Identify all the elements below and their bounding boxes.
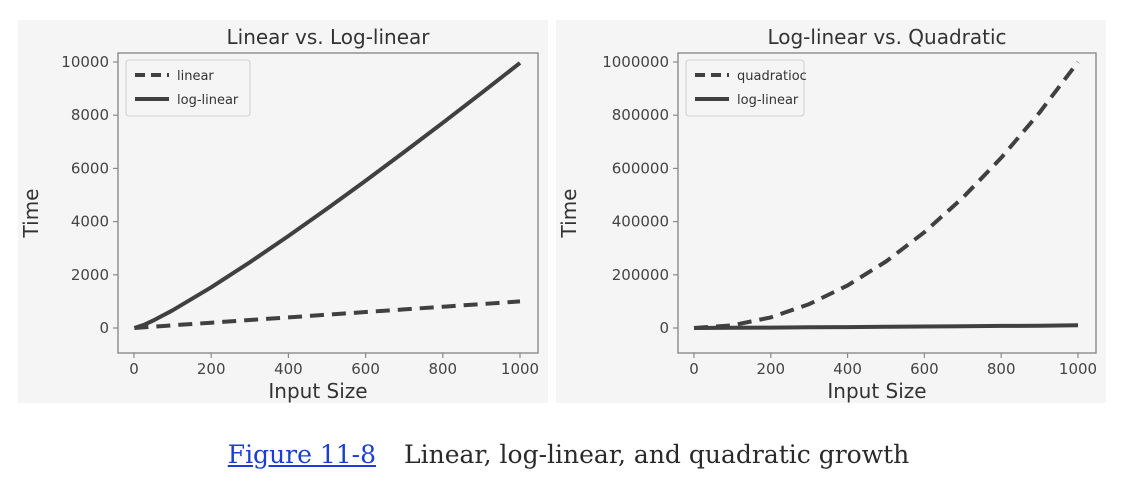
legend-label: linear xyxy=(177,69,214,84)
x-tick-label: 600 xyxy=(351,360,380,378)
x-tick-label: 1000 xyxy=(1059,360,1097,378)
series-line-linear xyxy=(134,299,521,330)
series-line-log-linear xyxy=(694,323,1079,330)
x-tick-label: 800 xyxy=(428,360,457,378)
plot-frame xyxy=(117,52,539,354)
y-tick-label: 200000 xyxy=(612,266,669,284)
x-tick-label: 1000 xyxy=(501,360,539,378)
caption-text: Linear, log-linear, and quadratic growth xyxy=(404,440,910,469)
x-tick-label: 600 xyxy=(910,360,939,378)
x-tick-label: 400 xyxy=(274,360,303,378)
legend-label: log-linear xyxy=(177,93,239,108)
x-tick-label: 200 xyxy=(756,360,785,378)
x-axis-label: Input Size xyxy=(827,379,926,403)
chart-panel-linear-vs-loglinear: Linear vs. Log-linear 0 200 400 600 800 1000 0 2… xyxy=(18,20,548,403)
x-tick-label: 400 xyxy=(833,360,862,378)
plot-frame xyxy=(677,52,1097,354)
x-tick-label: 0 xyxy=(689,360,699,378)
y-tick-label: 0 xyxy=(99,319,109,337)
y-tick-label: 8000 xyxy=(71,106,109,124)
x-axis-label: Input Size xyxy=(268,379,367,403)
y-tick-label: 10000 xyxy=(61,53,109,71)
y-tick-label: 4000 xyxy=(71,213,109,231)
series-line-log-linear xyxy=(133,61,522,330)
chart-title: Linear vs. Log-linear xyxy=(227,25,431,49)
x-tick-label: 200 xyxy=(197,360,226,378)
y-tick-label: 600000 xyxy=(612,159,669,177)
y-axis-label: Time xyxy=(19,189,43,239)
series-line-quadratioc xyxy=(693,60,1080,330)
y-tick-label: 2000 xyxy=(71,266,109,284)
y-tick-label: 400000 xyxy=(612,213,669,231)
y-tick-label: 800000 xyxy=(612,106,669,124)
y-axis-label: Time xyxy=(557,189,581,239)
x-tick-label: 0 xyxy=(129,360,139,378)
chart-loglinear-vs-quadratic: Log-linear vs. Quadratic 0 200 400 600 800 100… xyxy=(557,25,1097,403)
figure-caption: Figure 11-8 Linear, log-linear, and quadr… xyxy=(0,440,1137,469)
legend-label: log-linear xyxy=(737,93,799,108)
chart-legend: quadratioc log-linear xyxy=(685,59,807,117)
y-tick-label: 1000000 xyxy=(602,53,669,71)
y-tick-label: 0 xyxy=(659,319,669,337)
figure-link[interactable]: Figure 11-8 xyxy=(227,440,377,469)
chart-title: Log-linear vs. Quadratic xyxy=(767,25,1006,49)
y-tick-label: 6000 xyxy=(71,159,109,177)
chart-legend: linear log-linear xyxy=(125,59,251,117)
x-tick-label: 800 xyxy=(987,360,1016,378)
legend-label: quadratioc xyxy=(737,69,807,84)
chart-panel-loglinear-vs-quadratic: Log-linear vs. Quadratic 0 200 400 600 800 100… xyxy=(556,20,1106,403)
